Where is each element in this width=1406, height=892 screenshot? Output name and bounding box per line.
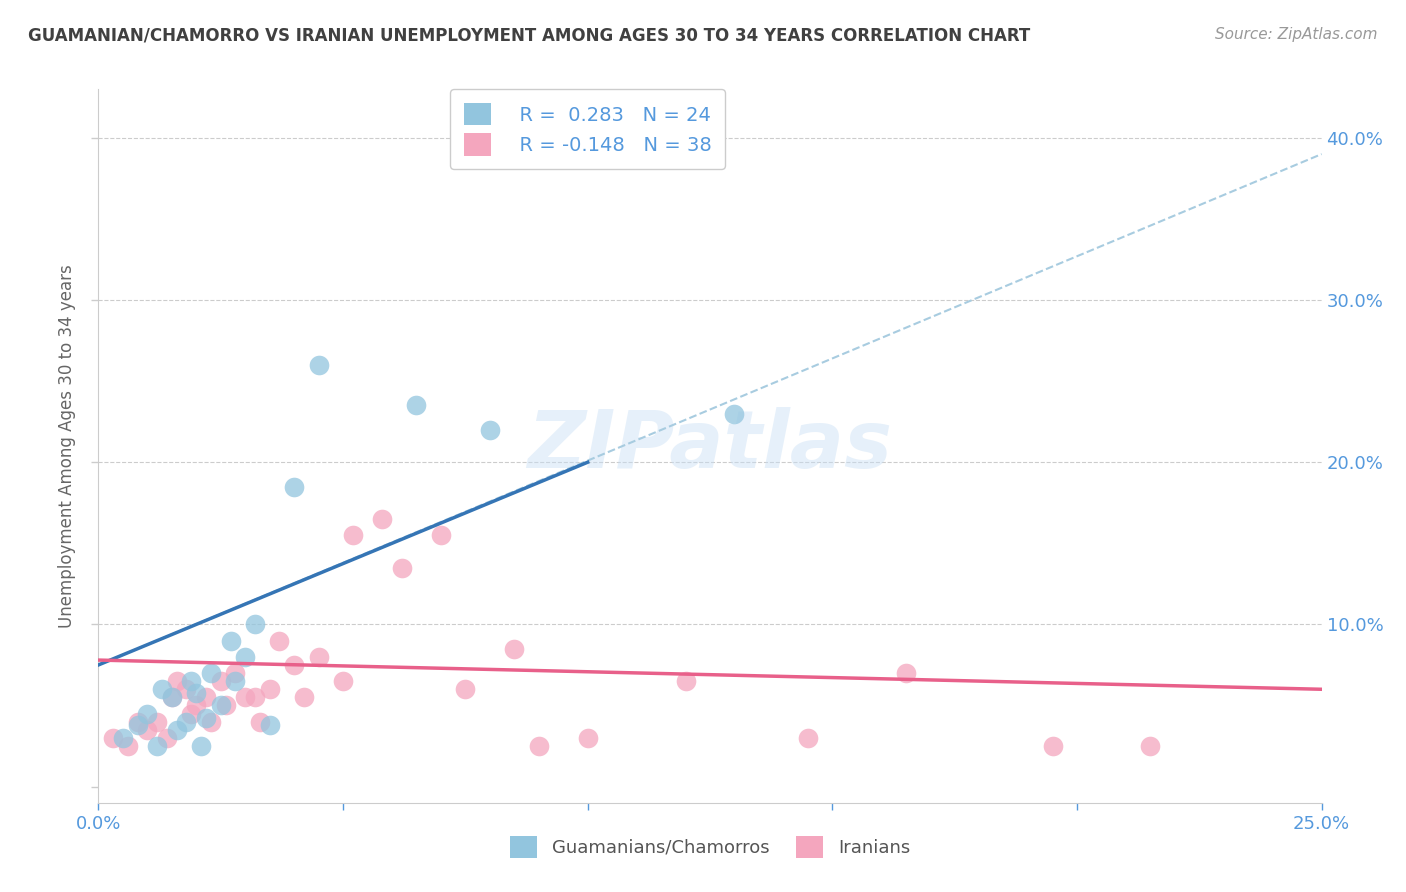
Point — [1139, 739, 1161, 753]
Point — [127, 718, 149, 732]
Point — [527, 739, 550, 753]
Point — [894, 666, 917, 681]
Point — [308, 358, 330, 372]
Point — [111, 731, 134, 745]
Point — [136, 706, 159, 721]
Point — [259, 682, 281, 697]
Point — [127, 714, 149, 729]
Point — [180, 706, 202, 721]
Point — [190, 739, 212, 753]
Point — [342, 528, 364, 542]
Point — [200, 714, 222, 729]
Point — [166, 674, 188, 689]
Point — [156, 731, 179, 745]
Point — [160, 690, 183, 705]
Point — [503, 641, 526, 656]
Point — [233, 649, 256, 664]
Point — [243, 690, 266, 705]
Point — [200, 666, 222, 681]
Point — [243, 617, 266, 632]
Point — [146, 714, 169, 729]
Point — [180, 674, 202, 689]
Point — [209, 698, 232, 713]
Point — [150, 682, 173, 697]
Point — [219, 633, 242, 648]
Point — [675, 674, 697, 689]
Point — [176, 682, 198, 697]
Point — [224, 674, 246, 689]
Text: GUAMANIAN/CHAMORRO VS IRANIAN UNEMPLOYMENT AMONG AGES 30 TO 34 YEARS CORRELATION: GUAMANIAN/CHAMORRO VS IRANIAN UNEMPLOYME… — [28, 27, 1031, 45]
Point — [209, 674, 232, 689]
Point — [371, 512, 394, 526]
Point — [166, 723, 188, 737]
Legend: Guamanians/Chamorros, Iranians: Guamanians/Chamorros, Iranians — [503, 829, 917, 865]
Point — [723, 407, 745, 421]
Point — [478, 423, 501, 437]
Point — [430, 528, 453, 542]
Point — [283, 657, 305, 672]
Point — [1042, 739, 1064, 753]
Point — [391, 560, 413, 574]
Point — [292, 690, 315, 705]
Point — [160, 690, 183, 705]
Point — [797, 731, 820, 745]
Point — [195, 690, 218, 705]
Point — [214, 698, 236, 713]
Point — [454, 682, 477, 697]
Point — [269, 633, 291, 648]
Point — [186, 698, 208, 713]
Point — [308, 649, 330, 664]
Point — [186, 685, 208, 699]
Text: Source: ZipAtlas.com: Source: ZipAtlas.com — [1215, 27, 1378, 42]
Point — [136, 723, 159, 737]
Point — [249, 714, 271, 729]
Point — [176, 714, 198, 729]
Point — [259, 718, 281, 732]
Point — [405, 399, 427, 413]
Point — [195, 711, 218, 725]
Point — [117, 739, 139, 753]
Point — [146, 739, 169, 753]
Y-axis label: Unemployment Among Ages 30 to 34 years: Unemployment Among Ages 30 to 34 years — [58, 264, 76, 628]
Point — [233, 690, 256, 705]
Point — [283, 479, 305, 493]
Text: ZIPatlas: ZIPatlas — [527, 407, 893, 485]
Point — [576, 731, 599, 745]
Point — [101, 731, 124, 745]
Point — [332, 674, 354, 689]
Point — [224, 666, 246, 681]
